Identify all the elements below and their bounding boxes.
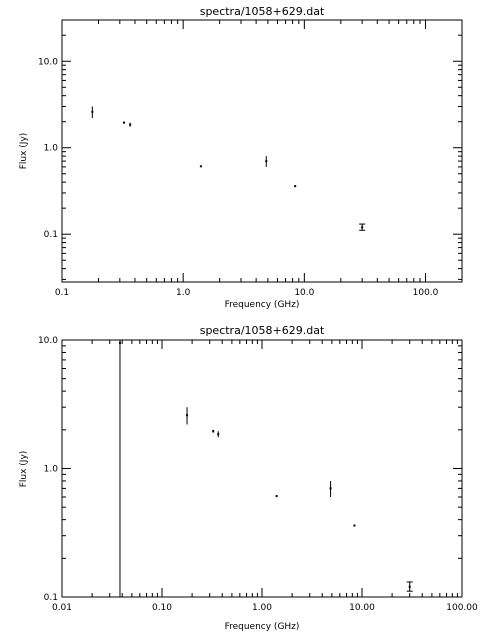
data-point <box>265 156 268 167</box>
top-y-tick-label: 10.0 <box>38 57 58 67</box>
point-marker <box>212 430 215 433</box>
bottom-x-tick-label: 1.00 <box>252 603 272 613</box>
bottom-plot-ticks <box>61 339 463 598</box>
bottom-y-tick-label: 10.0 <box>38 336 58 346</box>
top-y-tick-label: 0.1 <box>44 230 58 240</box>
bottom-plot-y-axis-label: Flux (Jy) <box>19 451 29 488</box>
data-point <box>329 480 332 498</box>
point-marker <box>199 165 202 168</box>
top-x-tick-label: 10.0 <box>294 288 314 298</box>
bottom-y-tick-label: 0.1 <box>44 593 58 603</box>
bottom-y-tick-label: 1.0 <box>44 465 59 475</box>
point-marker <box>275 495 278 498</box>
point-marker <box>353 524 356 527</box>
point-marker <box>129 123 132 126</box>
data-point <box>123 121 126 124</box>
data-point <box>359 223 366 231</box>
bottom-plot-panel: spectra/1058+629.dat 0.01 0.10 1.00 10.00 10… <box>19 324 478 632</box>
point-marker <box>217 433 220 436</box>
bottom-plot-data-points <box>118 340 413 597</box>
data-point <box>212 429 215 433</box>
top-plot-tick-labels: 0.1 1.0 10.0 100.0 0.1 1.0 10.0 <box>38 57 439 298</box>
bottom-plot-x-axis-label: Frequency (GHz) <box>225 622 300 632</box>
top-y-tick-label: 1.0 <box>44 144 59 154</box>
point-marker <box>329 487 332 490</box>
data-point <box>294 185 297 188</box>
top-plot-ticks <box>61 19 463 282</box>
top-plot-frame <box>61 19 463 283</box>
bottom-x-tick-label: 10.00 <box>349 603 375 613</box>
point-marker <box>91 110 94 113</box>
top-plot-data-points <box>91 106 366 231</box>
bottom-x-tick-label: 0.01 <box>52 603 72 613</box>
bottom-plot-tick-labels: 0.01 0.10 1.00 10.00 100.00 0.1 1.0 10.0 <box>38 336 478 613</box>
point-marker <box>408 585 411 588</box>
data-point <box>129 122 132 127</box>
point-marker <box>123 121 126 124</box>
top-x-tick-label: 100.0 <box>413 288 439 298</box>
top-plot-y-axis-label: Flux (Jy) <box>19 133 29 170</box>
data-point <box>406 581 413 592</box>
data-point <box>186 407 189 425</box>
top-plot-panel: spectra/1058+629.dat 0.1 1.0 10.0 100.0 0.1 1… <box>19 5 463 310</box>
top-x-tick-label: 1.0 <box>176 288 191 298</box>
point-marker <box>186 414 189 417</box>
top-x-tick-label: 0.1 <box>55 288 69 298</box>
data-point <box>118 340 121 597</box>
data-point <box>353 524 356 527</box>
point-marker <box>294 185 297 188</box>
point-marker <box>265 160 268 163</box>
data-point <box>275 495 278 498</box>
bottom-x-tick-label: 100.00 <box>446 603 478 613</box>
point-marker <box>361 226 364 229</box>
bottom-x-tick-label: 0.10 <box>152 603 172 613</box>
data-point <box>217 431 220 438</box>
top-plot-title: spectra/1058+629.dat <box>200 5 325 18</box>
point-marker <box>118 341 121 344</box>
bottom-plot-title: spectra/1058+629.dat <box>200 324 325 337</box>
top-plot-x-axis-label: Frequency (GHz) <box>225 300 300 310</box>
data-point <box>91 106 94 119</box>
data-point <box>199 165 202 168</box>
